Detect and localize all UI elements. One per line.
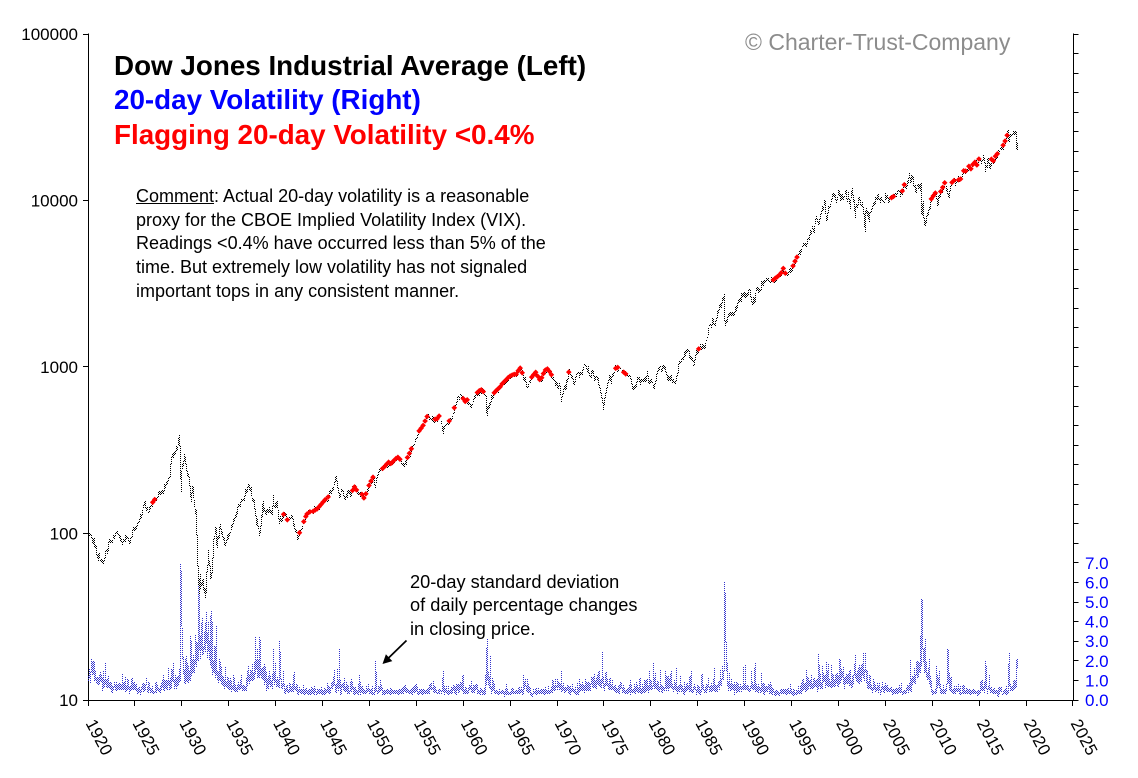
svg-text:0.0: 0.0 [1085,691,1109,710]
svg-text:1935: 1935 [222,716,257,758]
svg-text:7.0: 7.0 [1085,554,1109,573]
svg-text:10: 10 [59,691,78,710]
svg-text:1930: 1930 [175,716,210,758]
svg-text:5.0: 5.0 [1085,593,1109,612]
svg-text:1000: 1000 [40,358,78,377]
svg-text:1.0: 1.0 [1085,671,1109,690]
svg-text:2010: 2010 [926,716,961,758]
svg-text:3.0: 3.0 [1085,632,1109,651]
svg-text:10000: 10000 [31,192,78,211]
svg-text:2025: 2025 [1067,716,1102,758]
svg-text:2015: 2015 [973,716,1008,758]
svg-text:1945: 1945 [316,716,351,758]
svg-text:1920: 1920 [82,716,117,758]
svg-text:1955: 1955 [410,716,445,758]
svg-text:1950: 1950 [363,716,398,758]
svg-text:2.0: 2.0 [1085,652,1109,671]
svg-text:4.0: 4.0 [1085,613,1109,632]
svg-text:1985: 1985 [691,716,726,758]
svg-text:1925: 1925 [129,716,164,758]
svg-text:2020: 2020 [1020,716,1055,758]
svg-text:1975: 1975 [598,716,633,758]
svg-text:1965: 1965 [504,716,539,758]
svg-text:1980: 1980 [645,716,680,758]
svg-text:100: 100 [50,525,78,544]
svg-text:1960: 1960 [457,716,492,758]
svg-text:1995: 1995 [785,716,820,758]
svg-text:2005: 2005 [879,716,914,758]
svg-text:1940: 1940 [269,716,304,758]
svg-text:100000: 100000 [21,25,78,44]
svg-text:1990: 1990 [738,716,773,758]
svg-text:1970: 1970 [551,716,586,758]
svg-text:2000: 2000 [832,716,867,758]
svg-text:6.0: 6.0 [1085,574,1109,593]
